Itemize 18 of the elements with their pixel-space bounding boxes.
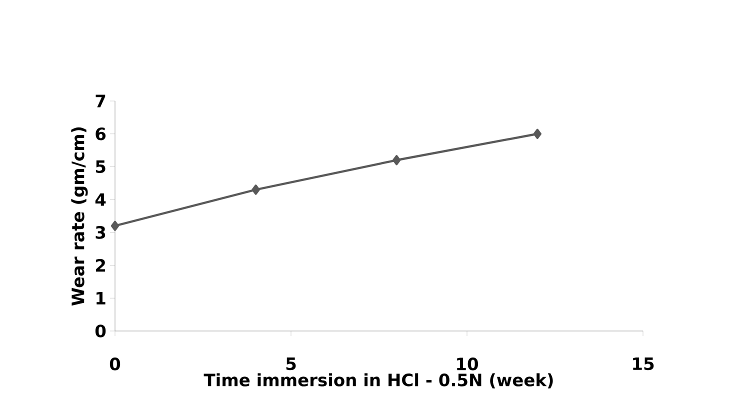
y-tick-label: 0: [95, 324, 106, 338]
y-tick-label: 1: [96, 292, 106, 304]
y-tick-label: 7: [96, 94, 106, 108]
y-tick-label: 4: [95, 193, 106, 206]
y-tick-label: 2: [96, 258, 105, 272]
y-tick-label: 5: [96, 160, 106, 174]
x-tick-label: 15: [633, 358, 654, 370]
y-tick-label: 6: [96, 127, 106, 140]
x-tick-label: 5: [286, 358, 296, 370]
x-axis-title: Time immersion in HCl - 0.5N (week): [204, 373, 553, 388]
point: [252, 184, 260, 195]
y-tick-label: 3: [96, 226, 106, 239]
point: [392, 155, 401, 166]
x-tick-label: 0: [110, 358, 120, 370]
point: [110, 220, 120, 231]
x-tick-label: 10: [457, 358, 478, 370]
y-axis-title: Wear rate (gm/cm): [71, 127, 88, 306]
point: [533, 128, 542, 139]
